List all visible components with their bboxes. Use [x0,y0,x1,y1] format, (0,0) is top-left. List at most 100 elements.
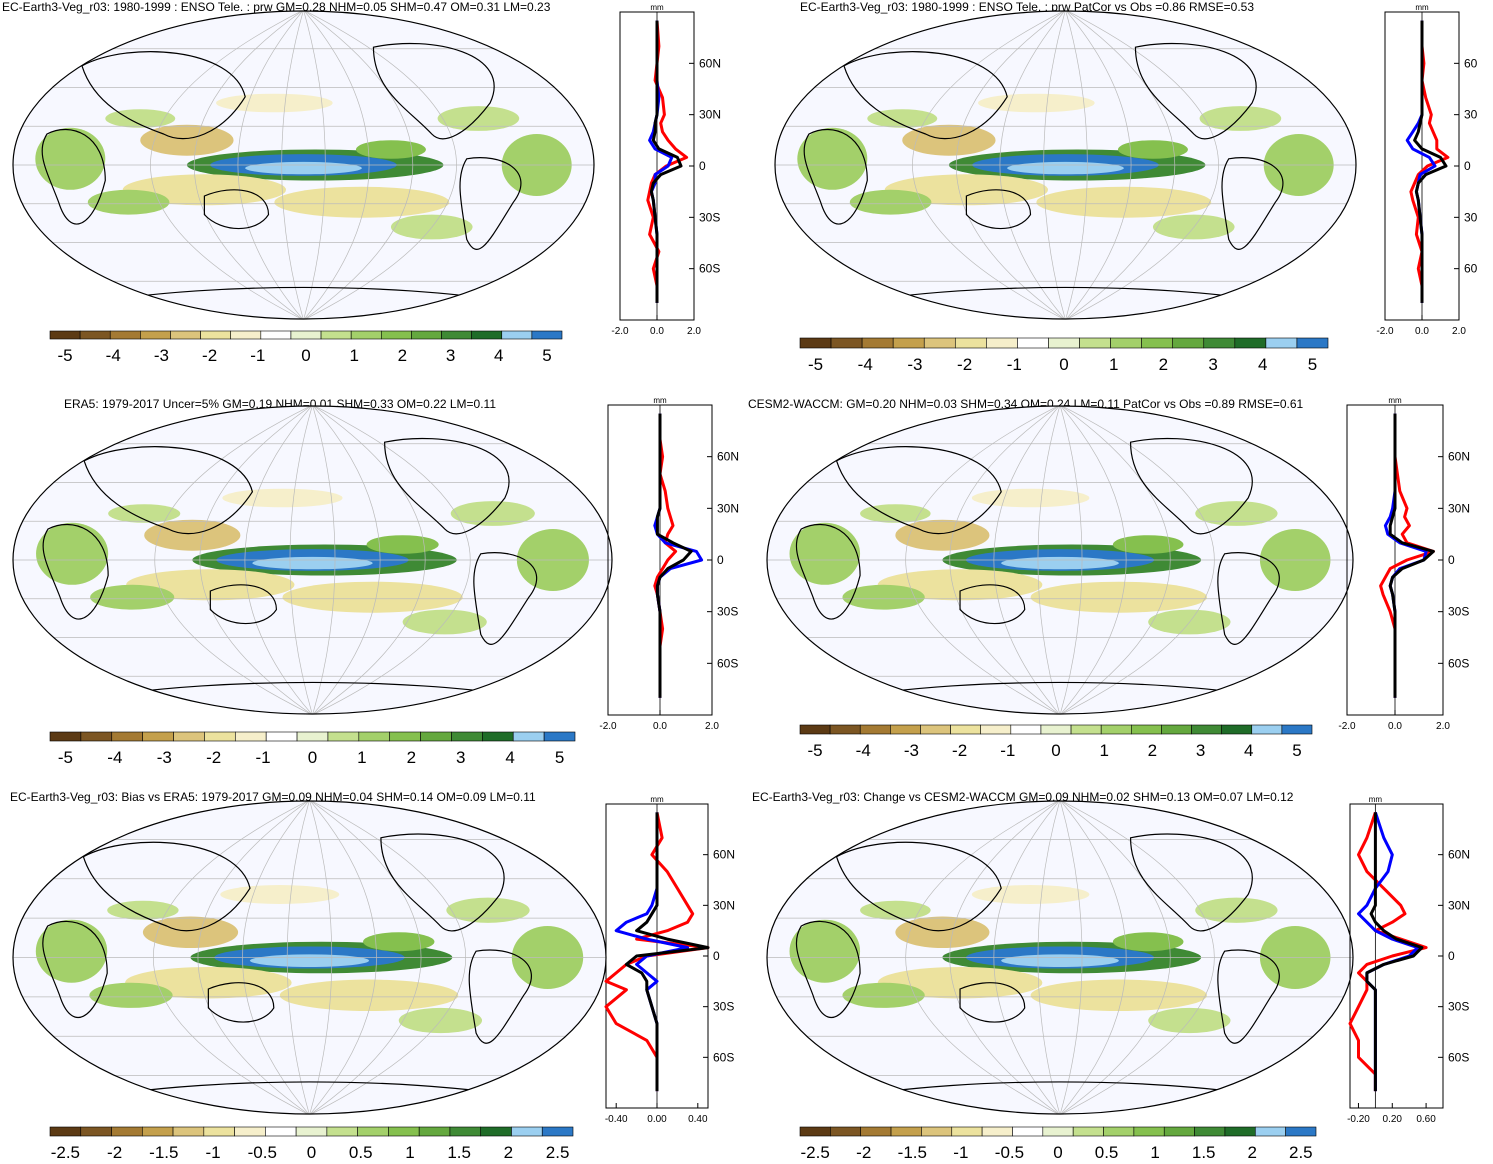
colorbar-swatch [980,724,1012,735]
units-label: mm [650,795,664,804]
colorbar-tick-label: -0.5 [995,1143,1024,1162]
continent-outline [959,584,1026,625]
colorbar-swatch [1234,337,1267,349]
colorbar-swatch [449,1126,482,1137]
colorbar-swatch [986,337,1018,349]
colorbar-tick-label: -2 [206,748,221,767]
continent-outline [1217,552,1280,645]
anomaly-patch [105,109,176,128]
colorbar-tick-label: 3 [456,748,465,767]
continent-outline [795,920,861,1018]
zonal-mean-profile: mm 60N 30N 0 30S 60S -2.0 0.0 2.0 [611,3,721,337]
colorbar-swatch [296,731,329,742]
colorbar-swatch [1079,337,1111,349]
y-tick-label: 30N [717,501,739,515]
colorbar-tick-label: 1.5 [447,1143,471,1162]
anomaly-patch [971,488,1090,508]
anomaly-patch [437,106,520,131]
x-tick-label: -2.0 [1376,326,1394,337]
colorbar-swatch [1012,1126,1044,1137]
anomaly-patch [90,584,175,610]
y-tick-label: 0 [717,553,724,567]
profile-line [649,20,683,303]
anomaly-patch [1030,979,1207,1012]
colorbar-tick-label: 2 [398,346,407,365]
continent-outline [41,128,106,225]
colorbar-swatch [921,1126,953,1137]
profile-line [648,20,674,303]
colorbar-swatch [1285,1126,1317,1137]
units-label: mm [1388,396,1402,405]
y-tick-label: 0 [713,949,720,963]
continent-outline [102,681,523,697]
colorbar-swatch [234,1126,266,1137]
y-tick-label: 30 [1464,108,1478,122]
profile-line [1413,20,1448,303]
colorbar-swatch [79,330,111,340]
colorbar-swatch [350,330,382,340]
colorbar-tick-label: -4 [858,355,873,374]
colorbar-tick-label: 0 [1051,741,1060,760]
x-tick-label: -0.40 [605,1114,628,1125]
continent-outline [42,523,109,620]
robinson-map [774,10,1357,320]
colorbar-swatch [49,330,81,340]
colorbar-swatch [1191,724,1222,735]
colorbar-tick-label: -2 [202,346,217,365]
colorbar-swatch [799,337,832,349]
colorbar-swatch [829,724,861,735]
robinson-map [12,800,607,1115]
colorbar-tick-label: -4 [107,748,122,767]
colorbar-tick-label: 2 [1148,741,1157,760]
colorbar-swatch [451,731,483,742]
colorbar-tick-label: -5 [57,346,72,365]
units-label: mm [1369,795,1383,804]
colorbar-swatch [543,731,576,742]
colorbar-swatch [1251,724,1283,735]
y-tick-label: 60N [699,56,721,70]
colorbar-swatch [1133,1126,1165,1137]
colorbar-swatch [541,1126,574,1137]
anomaly-patch [1195,897,1278,923]
colorbar-swatch [1221,724,1253,735]
colorbar-swatch [471,330,503,340]
anomaly-patch [860,504,931,523]
colorbar-swatch [1203,337,1236,349]
profile-line [1409,20,1450,303]
continent-outline [1217,949,1280,1044]
y-tick-label: 30N [713,898,735,912]
colorbar-tick-label: -1 [1007,355,1022,374]
colorbar-swatch [80,731,113,742]
continent-outline [1129,437,1253,535]
colorbar-swatch [501,330,533,340]
colorbar-swatch [1224,1126,1256,1137]
continent-outline [209,584,278,625]
y-tick-label: 60 [1464,56,1478,70]
profile-line [653,413,678,698]
y-tick-label: 0 [1464,159,1471,173]
colorbar-swatch [1040,724,1072,735]
colorbar-tick-label: 0 [308,748,317,767]
colorbar-swatch [420,731,452,742]
colorbar-swatch [200,330,232,340]
anomaly-patch [140,124,234,156]
y-tick-label: 0 [699,159,706,173]
anomaly-patch [222,488,343,508]
colorbar-swatch [1130,724,1162,735]
anomaly-patch [1112,535,1184,554]
anomaly-patch [107,900,179,920]
colorbar-tick-label: -5 [807,741,822,760]
colorbar-tick-label: -5 [808,355,823,374]
x-tick-label: 0.0 [1415,326,1429,337]
anomaly-patch [89,982,173,1008]
colorbar-swatch [142,731,174,742]
continent-outline [1129,833,1253,932]
x-tick-label: -2.0 [1338,721,1356,732]
colorbar-swatch [981,1126,1013,1137]
y-tick-label: 60N [1448,450,1470,464]
colorbar-swatch [892,337,925,349]
zonal-mean-profile: mm 60N 30N 0 30S 60S -0.40 0.00 0.40 [604,795,735,1125]
colorbar-swatch [1163,1126,1195,1137]
colorbar-swatch [172,1126,205,1137]
y-tick-label: 60S [1448,1050,1469,1064]
